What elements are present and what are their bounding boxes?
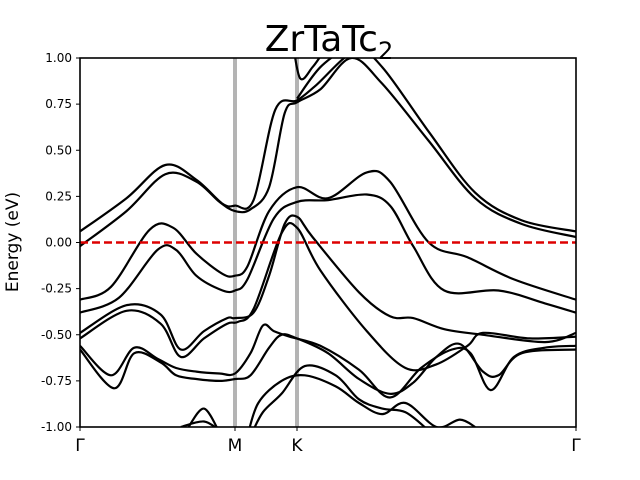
band-10 [80, 333, 576, 395]
band-4 [294, 58, 321, 81]
y-tick-label: -0.75 [41, 374, 72, 388]
chart-title-subscript: 2 [378, 37, 393, 65]
kpoint-label: Γ [75, 436, 85, 456]
kpoint-label: Γ [571, 436, 581, 456]
y-tick-label: -0.25 [41, 282, 72, 296]
y-tick-label: 0.75 [45, 97, 72, 111]
band-5 [80, 169, 576, 301]
y-axis-ticks: -1.00 -0.75 -0.50 -0.25 0.00 0.25 0.50 0.75 1.00 [41, 51, 80, 434]
y-tick-label: 0.50 [45, 143, 72, 157]
y-tick-label: -0.50 [41, 328, 72, 342]
band-3 [296, 58, 333, 100]
band-14 [253, 364, 427, 427]
y-tick-label: -1.00 [41, 420, 72, 434]
y-tick-label: 1.00 [45, 51, 72, 65]
band-8 [80, 222, 576, 372]
kpoint-label: K [291, 436, 303, 456]
band-11 [180, 420, 217, 427]
band-12 [187, 407, 218, 427]
y-axis-label: Energy (eV) [3, 192, 23, 292]
band-9 [80, 323, 576, 399]
y-tick-label: 0.00 [45, 236, 72, 250]
band-2 [80, 58, 576, 248]
kpoint-label: M [228, 436, 243, 456]
band-7 [80, 214, 576, 351]
band-lines [80, 58, 576, 427]
band-1 [80, 58, 576, 233]
chart-title-main: ZrTaTc [265, 19, 378, 60]
y-tick-label: 0.25 [45, 189, 72, 203]
band-6 [80, 193, 576, 314]
